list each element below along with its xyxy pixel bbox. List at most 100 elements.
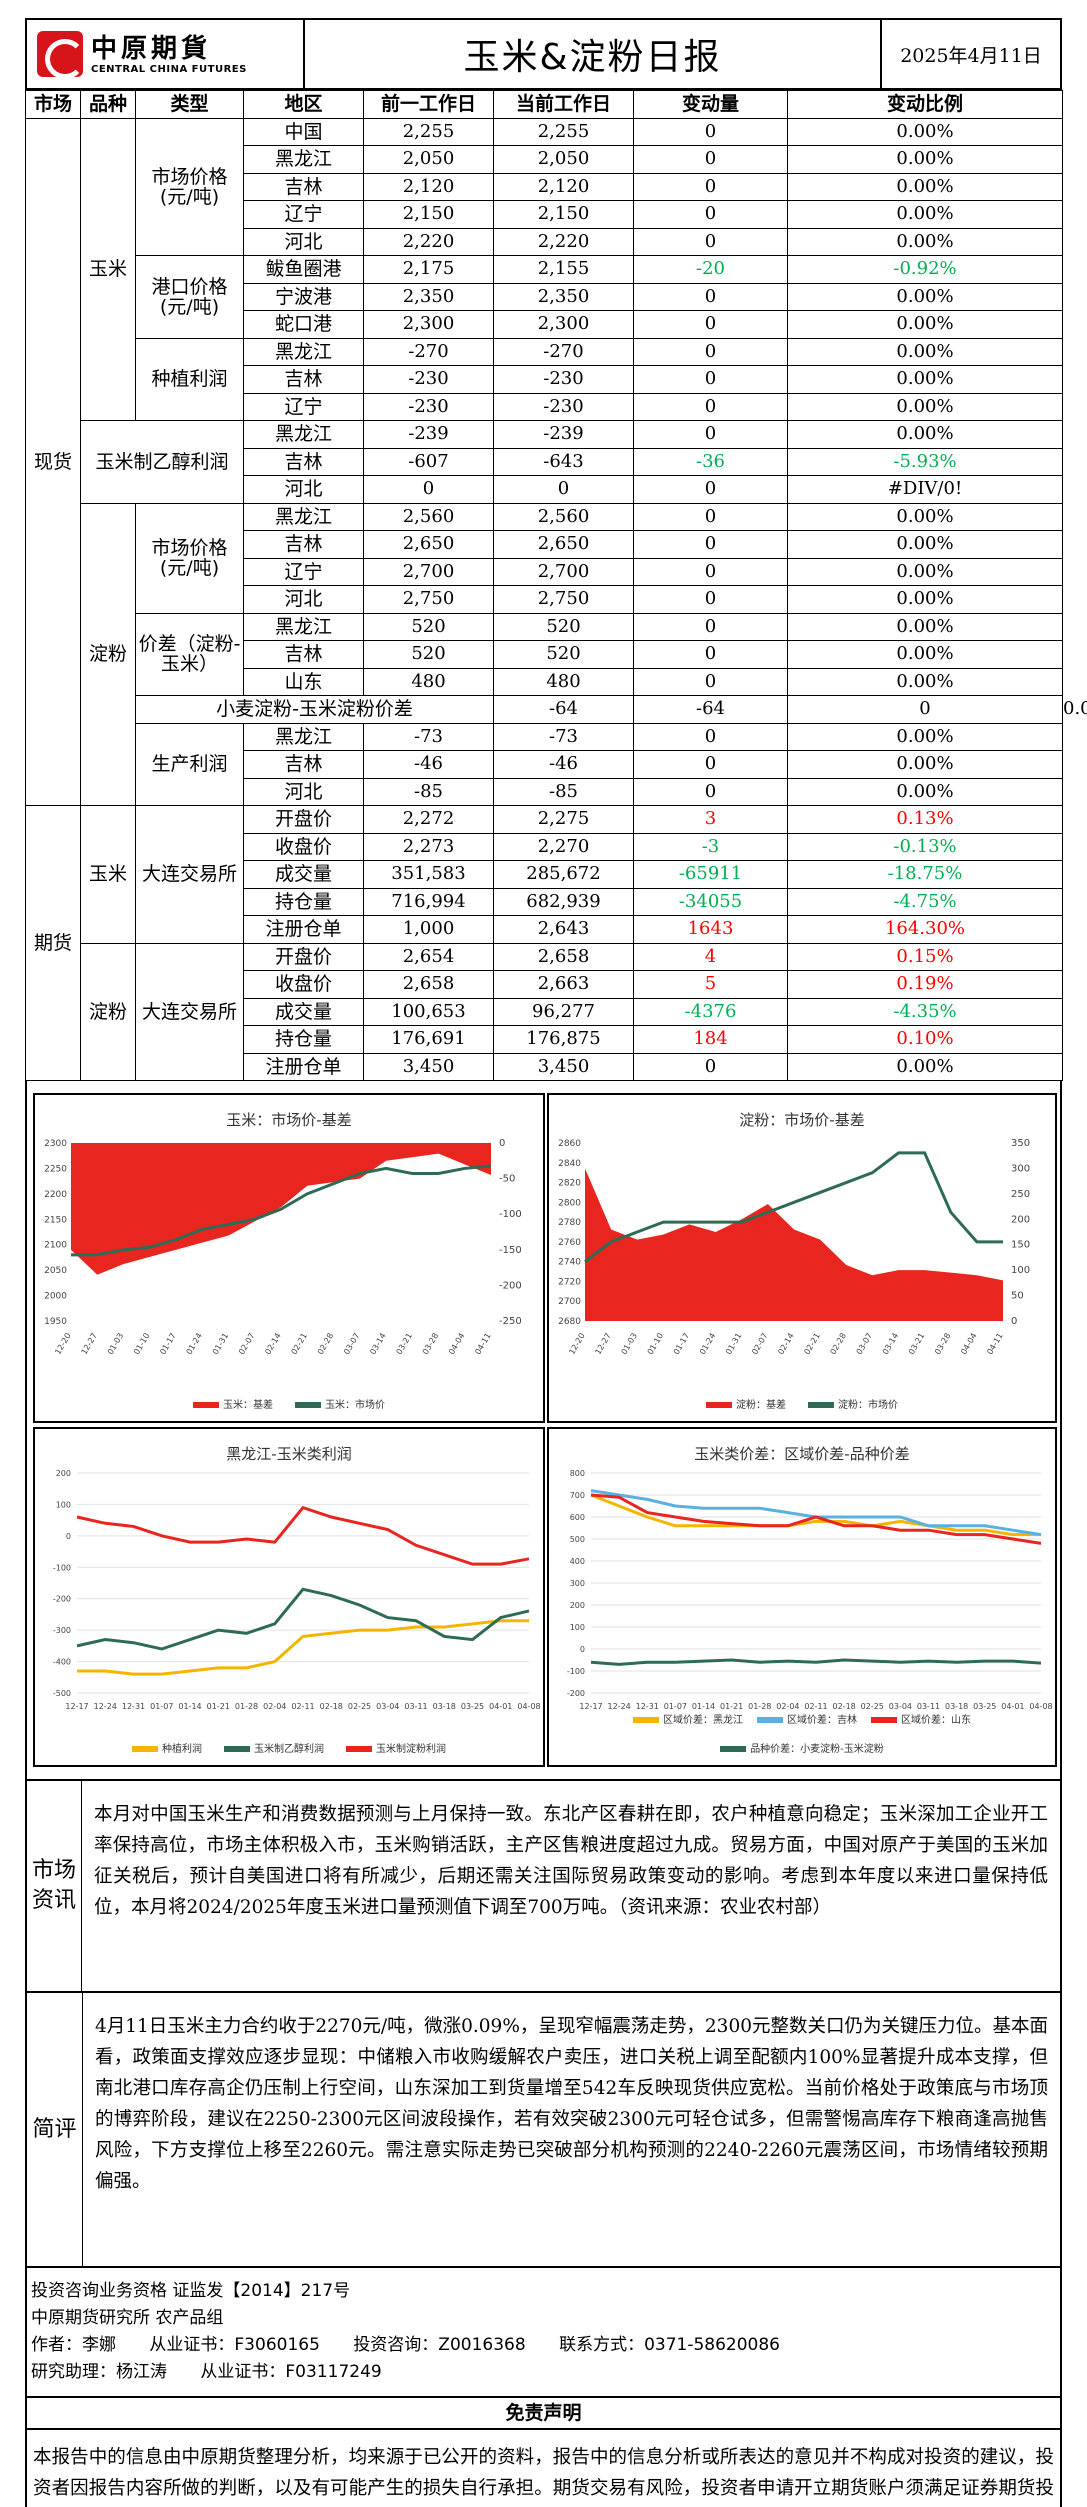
chg-cell: 1643 <box>633 915 788 944</box>
chg-cell: 0 <box>633 667 788 696</box>
x-tick: 01-21 <box>207 1702 230 1711</box>
y-tick-left: 2680 <box>558 1317 581 1327</box>
y-tick-left: 2100 <box>44 1241 67 1251</box>
prev-cell: 0 <box>363 475 494 504</box>
table-row: 吉林 -230 -230 0 0.00% <box>26 365 1063 394</box>
pct-cell: -18.75% <box>787 860 1063 889</box>
y-tick: 100 <box>570 1623 585 1632</box>
region-cell: 收盘价 <box>243 970 364 999</box>
y-tick: 400 <box>570 1557 585 1566</box>
table-row: 收盘价 2,658 2,663 5 0.19% <box>26 970 1063 999</box>
prev-cell: 1,000 <box>363 915 494 944</box>
x-tick: 02-14 <box>776 1332 795 1357</box>
pct-cell: -4.35% <box>787 997 1063 1026</box>
table-row: 河北 2,750 2,750 0 0.00% <box>26 585 1063 614</box>
review-label: 简评 <box>27 1993 82 2266</box>
pct-cell: 0.00% <box>787 640 1063 669</box>
region-cell: 宁波港 <box>243 282 364 311</box>
consult-cert: 投资咨询：Z0016368 <box>353 2335 526 2355</box>
pct-cell: 0.00% <box>787 530 1063 559</box>
author-line: 作者：李娜 从业证书：F3060165 投资咨询：Z0016368 联系方式：0… <box>31 2332 1056 2359</box>
chg-cell: 0 <box>787 695 1063 724</box>
table-row: 吉林 2,650 2,650 0 0.00% <box>26 530 1063 559</box>
type-corn-planting-profit: 种植利润 <box>135 337 244 421</box>
exchange-dce: 大连交易所 <box>135 805 244 944</box>
legend-label: 淀粉：市场价 <box>838 1400 898 1411</box>
curr-cell: 520 <box>493 612 634 641</box>
chg-cell: -4376 <box>633 997 788 1026</box>
pct-cell: 0.00% <box>787 612 1063 641</box>
region-cell: 辽宁 <box>243 392 364 421</box>
price-line <box>584 1151 1003 1263</box>
x-tick: 01-17 <box>158 1332 177 1357</box>
region-cell: 黑龙江 <box>243 337 364 366</box>
pct-cell: 0.00% <box>787 667 1063 696</box>
curr-cell: -73 <box>493 722 634 751</box>
curr-cell: -230 <box>493 365 634 394</box>
type-starch-spread: 价差（淀粉-玉米） <box>135 612 244 696</box>
x-tick: 12-20 <box>53 1332 72 1357</box>
y-tick-right: -100 <box>499 1209 522 1220</box>
pct-cell: 0.15% <box>787 942 1063 971</box>
y-tick: -100 <box>53 1563 71 1572</box>
series-line <box>77 1619 529 1676</box>
legend-item: 区域价差：黑龙江 <box>633 1711 743 1726</box>
curr-cell: 2,275 <box>493 805 634 834</box>
region-cell: 吉林 <box>243 447 364 476</box>
curr-cell: 96,277 <box>493 997 634 1026</box>
curr-cell: -230 <box>493 392 634 421</box>
x-tick: 01-31 <box>211 1332 230 1357</box>
col-header: 地区 <box>243 90 364 119</box>
x-tick: 04-01 <box>1001 1702 1024 1711</box>
legend-item: 品种价差：小麦淀粉-玉米淀粉 <box>720 1740 884 1755</box>
x-tick: 04-01 <box>489 1702 512 1711</box>
prev-cell: 2,150 <box>363 200 494 229</box>
x-tick: 12-24 <box>94 1702 117 1711</box>
table-row: 持仓量 176,691 176,875 184 0.10% <box>26 1025 1063 1054</box>
region-cell: 河北 <box>243 585 364 614</box>
region-cell: 中国 <box>243 117 364 146</box>
legend-item: 玉米：基差 <box>193 1396 273 1411</box>
table-row: 宁波港 2,350 2,350 0 0.00% <box>26 282 1063 311</box>
y-tick-left: 2050 <box>44 1266 67 1276</box>
col-header: 变动比例 <box>787 90 1063 119</box>
pct-cell: 0.00% <box>787 227 1063 256</box>
logo-mark-icon <box>37 31 83 77</box>
variety-starch: 淀粉 <box>80 502 136 806</box>
prev-cell: 2,650 <box>363 530 494 559</box>
y-tick-right: 200 <box>1011 1214 1030 1225</box>
y-tick-left: 2700 <box>558 1297 581 1307</box>
curr-cell: -85 <box>493 777 634 806</box>
pct-cell: 0.00% <box>787 117 1063 146</box>
y-tick-left: 2800 <box>558 1198 581 1208</box>
y-tick-left: 2000 <box>44 1292 67 1302</box>
y-tick-right: 300 <box>1011 1163 1030 1174</box>
pct-cell: 0.00% <box>787 1052 1063 1081</box>
section-label: 市场资讯 <box>32 1858 77 1913</box>
y-tick: 0 <box>66 1532 71 1541</box>
legend-label: 玉米：市场价 <box>325 1400 385 1411</box>
prev-cell: 2,750 <box>363 585 494 614</box>
pct-cell: 0.13% <box>787 805 1063 834</box>
chg-cell: 0 <box>633 145 788 174</box>
assistant-cert: 从业证书：F03117249 <box>200 2362 382 2382</box>
basis-area <box>585 1168 1003 1321</box>
pct-cell: 0.00% <box>787 337 1063 366</box>
x-tick: 02-11 <box>291 1702 314 1711</box>
table-row: 山东 480 480 0 0.00% <box>26 667 1063 696</box>
curr-cell: -239 <box>493 420 634 449</box>
y-tick: -400 <box>53 1658 71 1667</box>
x-tick: 01-24 <box>185 1332 204 1357</box>
chart-corn-price-basis: 玉米：市场价-基差 2300 2250 2200 2150 2100 2050 2000 19… <box>33 1093 545 1423</box>
col-header: 类型 <box>135 90 244 119</box>
x-tick: 01-17 <box>672 1332 691 1357</box>
curr-cell: 2,650 <box>493 530 634 559</box>
chg-cell: 0 <box>633 200 788 229</box>
pct-cell: 0.10% <box>787 1025 1063 1054</box>
chart-title: 淀粉：市场价-基差 <box>739 1111 865 1129</box>
prev-cell: -73 <box>363 722 494 751</box>
chg-cell: 0 <box>633 172 788 201</box>
prev-cell: -64 <box>493 695 634 724</box>
table-row: 蛇口港 2,300 2,300 0 0.00% <box>26 310 1063 339</box>
market-futures: 期货 <box>25 805 81 1081</box>
